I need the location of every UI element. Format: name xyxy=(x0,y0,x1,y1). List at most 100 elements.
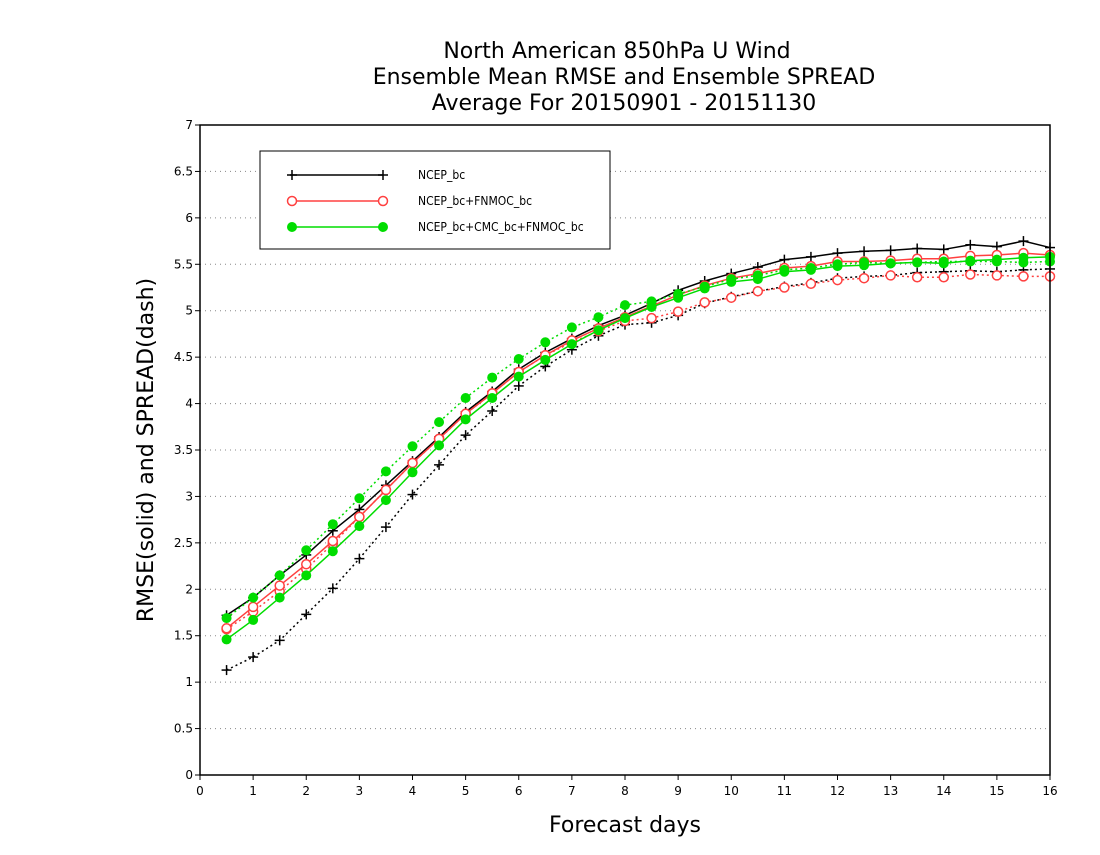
rmse-point xyxy=(673,292,684,303)
rmse-point xyxy=(487,393,498,403)
x-tick-label: 5 xyxy=(462,784,470,798)
spread-point xyxy=(752,285,764,297)
spread-point xyxy=(646,312,657,324)
spread-point xyxy=(248,652,259,663)
legend-marker-end xyxy=(378,170,388,180)
x-tick-label: 3 xyxy=(356,784,364,798)
y-tick-label: 4.5 xyxy=(174,350,193,364)
x-tick-label: 7 xyxy=(568,784,576,798)
y-tick-label: 2 xyxy=(185,582,193,596)
legend-label-1: NCEP_bc+FNMOC_bc xyxy=(418,194,532,208)
spread-point xyxy=(699,297,710,308)
spread-point xyxy=(1018,271,1029,282)
spread-point xyxy=(938,272,949,283)
series-2 xyxy=(221,251,1055,645)
grid-layer xyxy=(200,170,1050,730)
spread-point xyxy=(248,592,259,603)
rmse-point xyxy=(593,325,604,336)
spread-point xyxy=(354,553,365,564)
rmse-point xyxy=(274,592,285,603)
rmse-point xyxy=(248,614,259,625)
y-tick-label: 1.5 xyxy=(174,629,193,643)
spread-point xyxy=(407,441,418,452)
series-0 xyxy=(221,236,1055,676)
x-tick-label: 8 xyxy=(621,784,629,798)
rmse-point xyxy=(991,254,1002,265)
rmse-point xyxy=(805,264,816,275)
series-layer xyxy=(221,236,1056,676)
spread-point xyxy=(354,493,365,504)
spread-point xyxy=(593,312,604,323)
y-tick-label: 5.5 xyxy=(174,257,193,271)
rmse-point xyxy=(221,634,232,645)
spread-point xyxy=(434,459,445,470)
y-tick-label: 1 xyxy=(185,675,193,689)
rmse-point xyxy=(965,239,976,250)
spread-point xyxy=(991,270,1003,281)
y-tick-label: 5 xyxy=(185,304,193,318)
y-tick-label: 4 xyxy=(185,397,193,411)
rmse-point xyxy=(646,302,657,312)
x-tick-label: 15 xyxy=(989,784,1004,798)
x-tick-label: 12 xyxy=(830,784,845,798)
rmse-line-0 xyxy=(226,240,1051,616)
rmse-point xyxy=(301,558,312,570)
x-tick-label: 14 xyxy=(936,784,951,798)
legend-box xyxy=(259,150,611,250)
rmse-point xyxy=(460,414,471,425)
spread-point xyxy=(380,466,391,477)
rmse-point xyxy=(938,244,949,255)
rmse-point xyxy=(380,484,392,496)
spread-point xyxy=(221,613,232,624)
rmse-point xyxy=(1018,236,1029,247)
legend-marker-start xyxy=(286,195,298,207)
rmse-point xyxy=(354,521,365,532)
rmse-point xyxy=(407,457,418,469)
spread-point xyxy=(274,635,285,646)
legend-label-0: NCEP_bc xyxy=(418,168,465,182)
chart-title-line-3: Average For 20150901 - 20151130 xyxy=(432,91,817,116)
x-tick-label: 4 xyxy=(409,784,417,798)
y-tick-label: 3.5 xyxy=(174,443,193,457)
y-tick-label: 2.5 xyxy=(174,536,193,550)
chart-title-line-1: North American 850hPa U Wind xyxy=(443,39,790,64)
rmse-point xyxy=(938,258,949,269)
rmse-point xyxy=(832,261,843,272)
rmse-point xyxy=(407,467,418,478)
y-axis-title: RMSE(solid) and SPREAD(dash) xyxy=(134,278,159,622)
y-tick-label: 0.5 xyxy=(174,722,193,736)
rmse-point xyxy=(752,274,763,285)
spread-point xyxy=(487,372,498,383)
rmse-line-2 xyxy=(226,256,1051,641)
spread-point xyxy=(566,322,577,333)
legend-marker-start xyxy=(287,170,297,180)
legend: NCEP_bc NCEP_bc+FNMOC_bc NCEP_bc+CMC_bc+FN… xyxy=(259,150,611,250)
rmse-point xyxy=(380,495,391,506)
plot-frame xyxy=(199,124,1051,776)
rmse-point xyxy=(885,258,896,269)
legend-marker-end xyxy=(377,195,389,207)
spread-point xyxy=(407,489,418,500)
spread-point xyxy=(911,272,923,283)
spread-point xyxy=(885,270,896,281)
spread-point xyxy=(620,300,630,311)
spread-point xyxy=(832,274,843,286)
x-tick-label: 6 xyxy=(515,784,523,798)
y-tick-label: 6 xyxy=(185,211,193,225)
legend-marker-end xyxy=(378,222,388,232)
rmse-point xyxy=(885,245,896,256)
x-tick-label: 10 xyxy=(724,784,739,798)
rmse-point xyxy=(434,440,445,451)
rmse-point xyxy=(805,251,816,262)
rmse-point xyxy=(274,580,285,591)
chart-title-line-2: Ensemble Mean RMSE and Ensemble SPREAD xyxy=(373,65,876,90)
x-tick-label: 1 xyxy=(249,784,257,798)
x-tick-label: 16 xyxy=(1042,784,1057,798)
x-tick-label: 0 xyxy=(196,784,204,798)
spread-point xyxy=(805,278,817,290)
spread-point xyxy=(274,570,285,581)
spread-point xyxy=(460,430,471,441)
rmse-point xyxy=(513,371,524,382)
rmse-point xyxy=(620,313,630,324)
